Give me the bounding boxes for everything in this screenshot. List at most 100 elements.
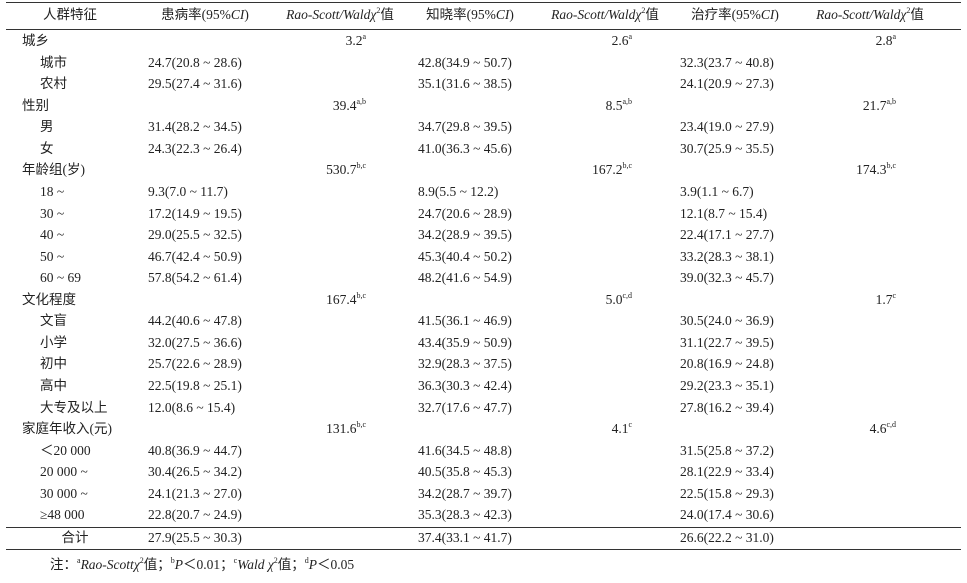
label-text: 性别 xyxy=(22,97,49,113)
superscript: b,c xyxy=(622,161,632,171)
row-label: 家庭年收入(元) xyxy=(22,419,112,439)
label-text: 农村 xyxy=(40,76,67,92)
text-segment: χ xyxy=(133,557,140,572)
value-text: 1.7 xyxy=(875,291,893,307)
row-label: 60 ~ 69 xyxy=(40,268,81,288)
text-segment: Rao-Scott xyxy=(80,557,134,572)
value-text: 44.2(40.6 ~ 47.8) xyxy=(148,313,242,329)
value-cell: 41.6(34.5 ~ 48.8) xyxy=(418,441,512,461)
label-text: 城乡 xyxy=(22,33,49,48)
value-text: 30.4(26.5 ~ 34.2) xyxy=(148,464,242,480)
row-label: ≥48 000 xyxy=(40,505,85,525)
value-text: 34.2(28.9 ~ 39.5) xyxy=(418,227,512,243)
value-text: 12.1(8.7 ~ 15.4) xyxy=(680,205,768,221)
superscript: b,c xyxy=(356,420,366,430)
value-text: 17.2(14.9 ~ 19.5) xyxy=(148,205,242,221)
chi-cell: 167.4b,c xyxy=(326,290,366,310)
value-text: 8.9(5.5 ~ 12.2) xyxy=(418,183,499,199)
text-segment: 注： xyxy=(50,557,77,572)
rule xyxy=(6,527,961,528)
value-cell: 12.1(8.7 ~ 15.4) xyxy=(680,204,767,224)
text-segment: Rao-Scott/Wald xyxy=(551,7,636,22)
row-label: 城乡 xyxy=(22,31,49,51)
text-segment: 治疗率(95% xyxy=(691,7,761,22)
text-segment: CI xyxy=(760,7,775,22)
value-text: 40.5(35.8 ~ 45.3) xyxy=(418,464,512,480)
value-cell: 22.8(20.7 ~ 24.9) xyxy=(148,505,242,525)
text-segment: 知晓率(95% xyxy=(426,7,496,22)
value-cell: 37.4(33.1 ~ 41.7) xyxy=(418,528,512,548)
text-segment: 2 xyxy=(376,6,381,15)
chi-cell: 1.7c xyxy=(876,290,896,310)
column-header: 患病率(95%CI) xyxy=(105,5,305,25)
text-segment: 2 xyxy=(906,6,911,15)
label-text: 初中 xyxy=(40,356,67,372)
text-segment: χ xyxy=(370,7,377,22)
row-label: 30 000 ~ xyxy=(40,484,88,504)
value-text: 12.0(8.6 ~ 15.4) xyxy=(148,399,236,415)
superscript: b,c xyxy=(356,161,366,171)
label-text: 合计 xyxy=(61,530,89,545)
value-cell: 35.1(31.6 ~ 38.5) xyxy=(418,74,512,94)
value-cell: 39.0(32.3 ~ 45.7) xyxy=(680,268,774,288)
row-label: 初中 xyxy=(40,354,67,374)
label-text: 高中 xyxy=(40,378,67,394)
row-label: 大专及以上 xyxy=(40,398,108,418)
column-header: 知晓率(95%CI) xyxy=(370,5,570,25)
label-text: ＜20 000 xyxy=(40,442,91,458)
value-cell: 42.8(34.9 ~ 50.7) xyxy=(418,53,512,73)
value-text: 24.0(17.4 ~ 30.6) xyxy=(680,507,774,523)
value-text: 36.3(30.3 ~ 42.4) xyxy=(418,378,512,394)
footnote: 注：aRao-Scottχ2值；bP＜0.01；cWald χ2值；dP＜0.0… xyxy=(50,555,354,575)
text-segment: ) xyxy=(509,7,514,22)
value-cell: 27.8(16.2 ~ 39.4) xyxy=(680,398,774,418)
label-text: 50 ~ xyxy=(40,248,65,264)
text-segment: ) xyxy=(774,7,779,22)
value-cell: 24.0(17.4 ~ 30.6) xyxy=(680,505,774,525)
superscript: a xyxy=(892,32,896,41)
label-text: 男 xyxy=(40,119,54,135)
value-cell: 9.3(7.0 ~ 11.7) xyxy=(148,182,228,202)
chi-cell: 8.5a,b xyxy=(606,96,632,116)
row-label: 合计 xyxy=(0,528,175,548)
superscript: c xyxy=(628,420,632,430)
value-text: 22.4(17.1 ~ 27.7) xyxy=(680,227,774,243)
value-text: 32.3(23.7 ~ 40.8) xyxy=(680,54,774,70)
chi-cell: 3.2a xyxy=(346,31,366,51)
text-segment: χ xyxy=(900,7,907,22)
superscript: c,d xyxy=(886,420,896,430)
chi-cell: 5.0c,d xyxy=(606,290,632,310)
value-cell: 32.0(27.5 ~ 36.6) xyxy=(148,333,242,353)
column-header: Rao-Scott/Waldχ2值 xyxy=(240,5,440,25)
label-text: 小学 xyxy=(40,334,67,350)
value-cell: 12.0(8.6 ~ 15.4) xyxy=(148,398,235,418)
rule xyxy=(6,29,961,30)
column-header: 治疗率(95%CI) xyxy=(635,5,835,25)
value-cell: 17.2(14.9 ~ 19.5) xyxy=(148,204,242,224)
row-label: 农村 xyxy=(40,74,67,94)
value-text: 22.5(15.8 ~ 29.3) xyxy=(680,485,774,501)
value-cell: 24.7(20.8 ~ 28.6) xyxy=(148,53,242,73)
value-text: 174.3 xyxy=(856,162,887,178)
value-text: 20.8(16.9 ~ 24.8) xyxy=(680,356,774,372)
value-text: 9.3(7.0 ~ 11.7) xyxy=(148,183,228,199)
text-segment: c xyxy=(233,556,238,565)
text-segment: CI xyxy=(495,7,510,22)
value-text: 4.1 xyxy=(611,421,629,437)
label-text: 年龄组(岁) xyxy=(22,162,85,178)
value-text: 3.2 xyxy=(345,33,363,48)
value-cell: 35.3(28.3 ~ 42.3) xyxy=(418,505,512,525)
value-cell: 32.9(28.3 ~ 37.5) xyxy=(418,354,512,374)
label-text: ≥48 000 xyxy=(40,507,85,523)
row-label: ＜20 000 xyxy=(40,441,91,461)
superscript: b,c xyxy=(886,161,896,171)
value-cell: 8.9(5.5 ~ 12.2) xyxy=(418,182,498,202)
chi-cell: 39.4a,b xyxy=(333,96,366,116)
value-cell: 23.4(19.0 ~ 27.9) xyxy=(680,117,774,137)
row-label: 性别 xyxy=(22,96,49,116)
chi-cell: 174.3b,c xyxy=(856,160,896,180)
value-text: 48.2(41.6 ~ 54.9) xyxy=(418,270,512,286)
value-text: 43.4(35.9 ~ 50.9) xyxy=(418,334,512,350)
rule xyxy=(6,2,961,3)
